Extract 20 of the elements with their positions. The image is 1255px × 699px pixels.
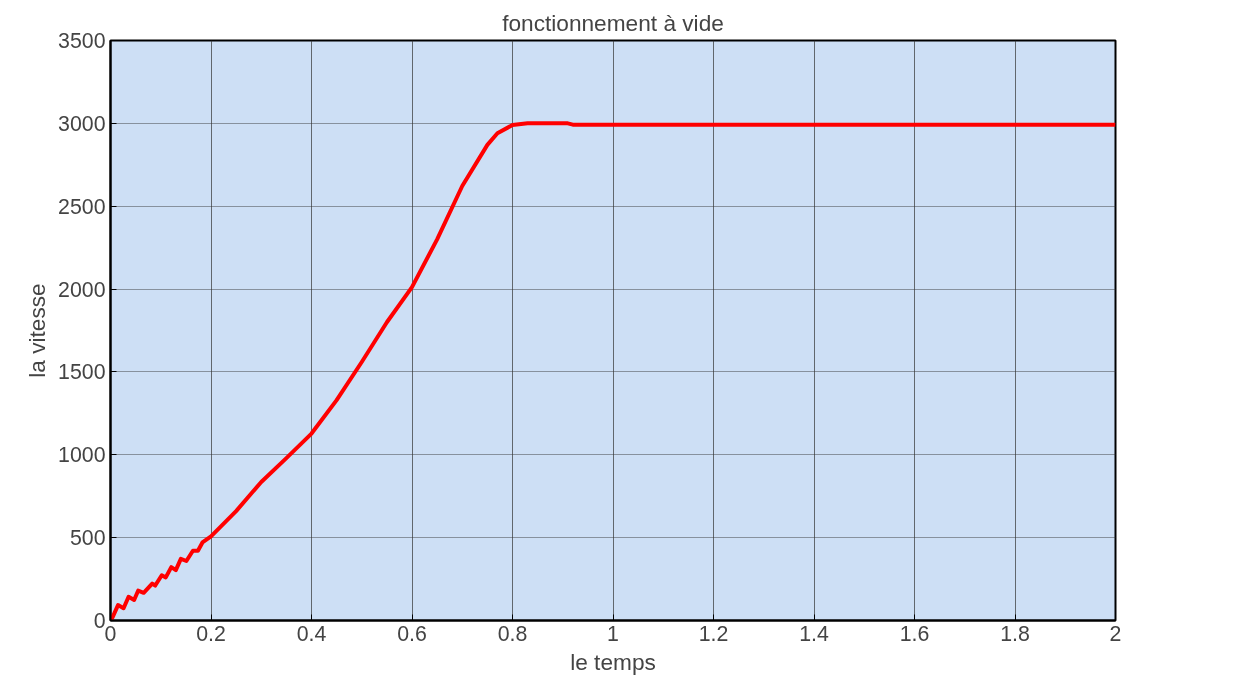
x-tick-label: 1 (607, 621, 619, 646)
x-tick-label: 1.6 (899, 621, 930, 646)
y-tick-label: 2500 (58, 194, 106, 219)
y-tick-label: 2000 (58, 277, 106, 302)
x-tick-label: 0.4 (296, 621, 327, 646)
y-tick-label: 500 (69, 526, 106, 551)
chart-title: fonctionnement à vide (502, 9, 724, 36)
x-tick-label: 0.8 (497, 621, 528, 646)
y-tick-label: 1000 (58, 443, 106, 468)
y-axis-title: la vitesse (24, 283, 51, 378)
y-tick-label: 3500 (58, 29, 106, 53)
y-tick-label: 1500 (58, 360, 106, 385)
x-tick-label: 1.2 (698, 621, 729, 646)
x-tick-label: 1.8 (1000, 621, 1030, 646)
y-tick-label: 3000 (58, 111, 106, 136)
x-tick-label: 0.2 (196, 621, 226, 646)
x-tick-label: 2 (1109, 621, 1122, 646)
x-tick-label: 1.4 (799, 621, 829, 646)
x-axis-title: le temps (570, 648, 656, 675)
x-tick-label: 0.6 (397, 621, 427, 646)
